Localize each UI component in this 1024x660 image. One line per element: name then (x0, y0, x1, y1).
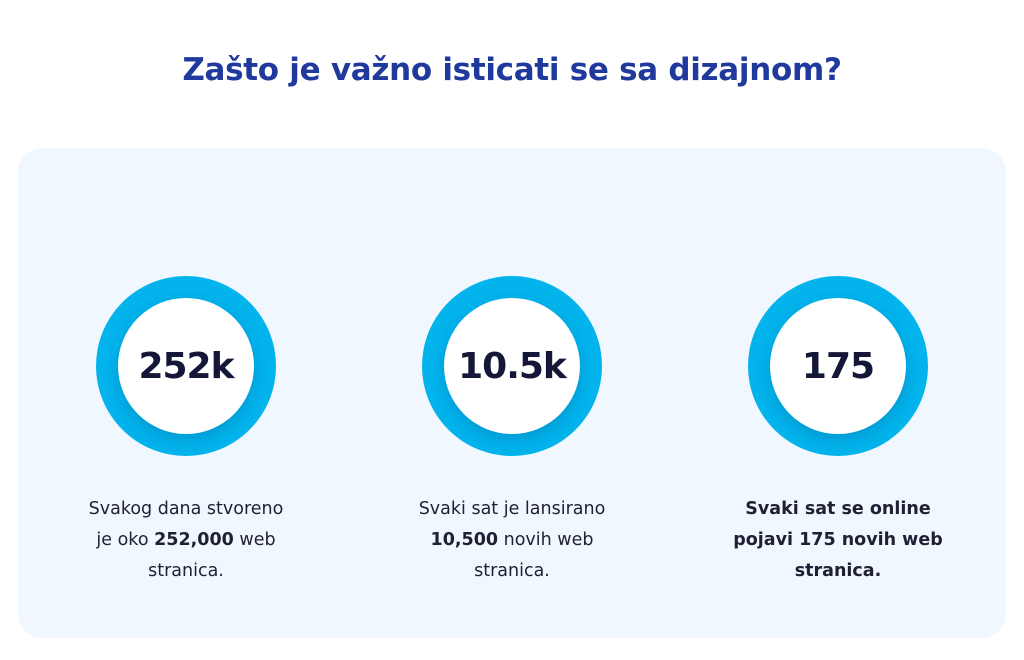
stats-panel: 252k Svakog dana stvoreno je oko 252,000… (18, 148, 1006, 638)
stat-desc-line: Svaki sat je lansirano (418, 499, 606, 519)
stat-ring: 10.5k (422, 276, 602, 456)
stat-value: 252k (138, 345, 234, 387)
page-title: Zašto je važno isticati se sa dizajnom? (182, 52, 842, 88)
stat-desc-highlight: 252,000 (154, 530, 234, 550)
stat-description: Svaki sat se online pojavi 175 novih web… (708, 494, 968, 587)
stat-value: 175 (801, 345, 875, 387)
stat-card: 175 Svaki sat se online pojavi 175 novih… (708, 276, 968, 587)
stat-ring: 252k (96, 276, 276, 456)
stat-circle: 10.5k (444, 298, 580, 434)
stat-desc-line: stranica. (794, 561, 882, 581)
stat-desc-line: Svaki sat se online (745, 499, 931, 519)
stat-desc-line: stranica. (148, 561, 224, 581)
stat-desc-line: pojavi 175 novih web (733, 530, 943, 550)
stat-card: 10.5k Svaki sat je lansirano 10,500 novi… (382, 276, 642, 587)
stat-value: 10.5k (458, 345, 567, 387)
stat-desc-text: web (233, 530, 276, 550)
stat-desc-line: stranica. (474, 561, 550, 581)
stat-desc-line: Svakog dana stvoreno (88, 499, 284, 519)
stat-ring: 175 (748, 276, 928, 456)
stat-circle: 252k (118, 298, 254, 434)
stat-description: Svaki sat je lansirano 10,500 novih web … (382, 494, 642, 587)
stat-circle: 175 (770, 298, 906, 434)
stat-desc-highlight: 10,500 (430, 530, 499, 550)
stat-desc-text: novih web (498, 530, 594, 550)
stat-desc-text: je oko (96, 530, 155, 550)
stat-card: 252k Svakog dana stvoreno je oko 252,000… (56, 276, 316, 587)
stat-description: Svakog dana stvoreno je oko 252,000 web … (56, 494, 316, 587)
